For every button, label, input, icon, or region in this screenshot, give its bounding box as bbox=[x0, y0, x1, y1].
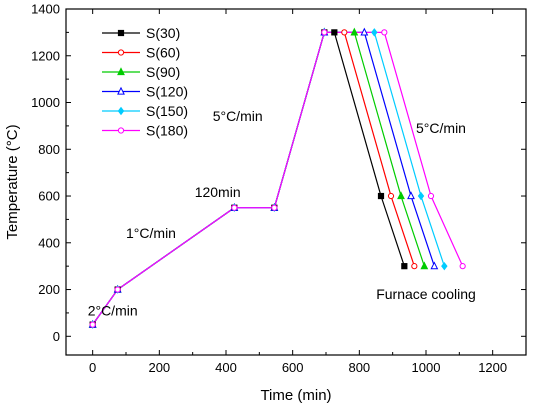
series-line-S(120) bbox=[92, 31, 435, 325]
y-tick-label: 1400 bbox=[31, 2, 60, 17]
chart-axes: 0 200 400 600 800 1000 1200 0 200 400 600 800 1000 12… bbox=[31, 2, 527, 375]
x-tick-label: 1000 bbox=[412, 360, 441, 375]
legend-label: S(120) bbox=[146, 84, 188, 100]
chart-legend: S(30) S(60) S(90) S(120) S(150) S(180) bbox=[102, 25, 188, 139]
y-tick-label: 0 bbox=[53, 329, 60, 344]
legend-label: S(150) bbox=[146, 103, 188, 119]
x-tick-label: 400 bbox=[215, 360, 237, 375]
annotation-label: 120min bbox=[195, 184, 241, 200]
data-point bbox=[459, 263, 466, 270]
data-point bbox=[381, 29, 388, 36]
legend-label: S(90) bbox=[146, 64, 180, 80]
legend-item: S(30) bbox=[102, 25, 180, 41]
legend-marker bbox=[117, 67, 125, 76]
data-point bbox=[360, 27, 369, 36]
x-tick-label: 800 bbox=[348, 360, 370, 375]
plot-frame bbox=[65, 8, 527, 356]
x-axis-title: Time (min) bbox=[260, 387, 331, 404]
x-tick-label: 1200 bbox=[478, 360, 507, 375]
series-line-S(90) bbox=[92, 31, 425, 325]
data-point bbox=[430, 261, 439, 270]
y-tick-label: 1000 bbox=[31, 95, 60, 110]
series-markers bbox=[88, 27, 466, 329]
y-tick-label: 400 bbox=[38, 235, 60, 250]
series-line-S(180) bbox=[92, 31, 464, 325]
data-point bbox=[377, 192, 385, 200]
legend-item: S(120) bbox=[102, 84, 188, 100]
data-point bbox=[420, 261, 429, 270]
y-axis-title: Temperature (°C) bbox=[4, 124, 21, 239]
data-point bbox=[407, 191, 415, 200]
legend-item: S(180) bbox=[102, 123, 188, 139]
data-point bbox=[441, 261, 448, 271]
data-point bbox=[341, 29, 348, 36]
legend-item: S(150) bbox=[102, 103, 188, 119]
legend-item: S(90) bbox=[102, 64, 180, 80]
data-point bbox=[350, 27, 359, 36]
data-point bbox=[387, 192, 395, 200]
x-tick-label: 0 bbox=[89, 360, 96, 375]
data-point bbox=[89, 321, 96, 328]
y-tick-label: 600 bbox=[38, 189, 60, 204]
series-lines bbox=[92, 31, 464, 325]
legend-marker bbox=[117, 49, 125, 56]
annotation-label: 5°C/min bbox=[213, 108, 263, 124]
data-point bbox=[417, 191, 425, 201]
annotation-label: 5°C/min bbox=[416, 120, 466, 136]
legend-label: S(180) bbox=[146, 123, 188, 139]
annotation-label: 1°C/min bbox=[126, 225, 176, 241]
annotation-label: 2°C/min bbox=[88, 302, 138, 318]
annotation-label: Furnace cooling bbox=[376, 286, 476, 302]
legend-marker bbox=[117, 127, 125, 134]
data-point bbox=[321, 29, 328, 36]
series-line-S(60) bbox=[92, 31, 415, 325]
legend-label: S(30) bbox=[146, 25, 180, 41]
data-point bbox=[231, 204, 238, 211]
data-point bbox=[411, 263, 418, 270]
legend-marker bbox=[117, 86, 125, 95]
y-tick-label: 1200 bbox=[31, 48, 60, 63]
data-point bbox=[331, 29, 338, 36]
y-tick-label: 200 bbox=[38, 282, 60, 297]
data-point bbox=[271, 204, 278, 211]
chart-annotations: 2°C/min 1°C/min 120min 5°C/min 5°C/min Furnac… bbox=[88, 108, 476, 318]
data-point bbox=[114, 286, 121, 293]
legend-marker bbox=[117, 106, 125, 116]
x-tick-label: 200 bbox=[148, 360, 170, 375]
legend-item: S(60) bbox=[102, 45, 180, 61]
series-line-S(30) bbox=[92, 31, 405, 325]
y-tick-label: 800 bbox=[38, 142, 60, 157]
data-point bbox=[401, 263, 408, 270]
data-point bbox=[371, 28, 378, 37]
legend-marker bbox=[117, 29, 125, 37]
x-tick-label: 600 bbox=[282, 360, 304, 375]
data-point bbox=[427, 192, 435, 200]
legend-label: S(60) bbox=[146, 45, 180, 61]
data-point bbox=[397, 191, 405, 200]
